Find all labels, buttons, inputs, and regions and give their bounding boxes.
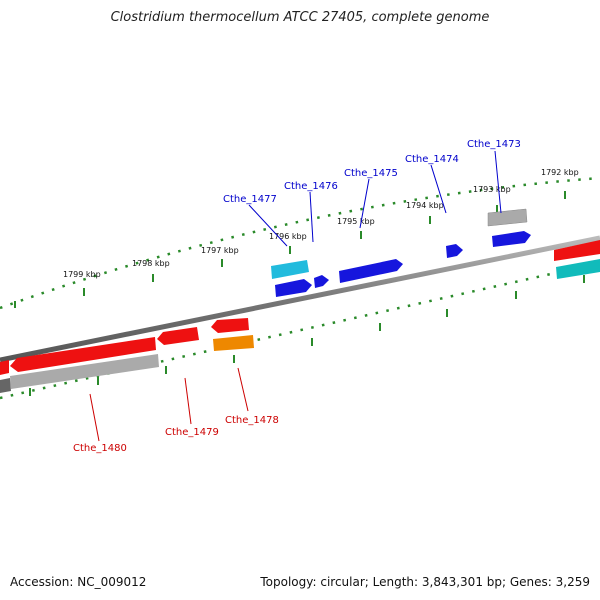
tick-label: 1795 kbp [337,217,375,226]
gene-arrow-gray[interactable] [487,208,528,227]
tick-label: 1796 kbp [269,232,307,241]
outer-ruler-track [0,176,600,310]
gene-label-bottom[interactable]: Cthe_1480 [73,443,127,454]
gene-label-top[interactable]: Cthe_1475 [344,168,398,179]
gene-arrow-orange[interactable] [213,335,254,351]
tick-label: 1798 kbp [132,259,170,268]
leader-lines-top [248,150,502,247]
gene-label-top[interactable]: Cthe_1474 [405,154,459,165]
outer-major-ticks [14,191,566,308]
tick-label: 1794 kbp [406,201,444,210]
gene-label-top[interactable]: Cthe_1476 [284,181,338,192]
inner-ruler-track [0,261,600,400]
gene-label-bottom[interactable]: Cthe_1479 [165,427,219,438]
gene-arrow-cyan[interactable] [271,260,309,279]
gene-labels-bottom: Cthe_1478 Cthe_1479 Cthe_1480 [73,415,279,454]
gene-arrow-darkgray-left[interactable] [0,378,11,393]
gene-arrow-cthe-1480[interactable] [10,337,156,372]
genome-summary-text: Topology: circular; Length: 3,843,301 bp… [260,575,590,589]
tick-label: 1797 kbp [201,246,239,255]
gene-labels-top: Cthe_1473 Cthe_1474 Cthe_1475 Cthe_1476 … [223,139,521,205]
tick-label: 1799 kbp [63,270,101,279]
inner-major-ticks [29,275,585,396]
tick-label: 1793 kbp [473,185,511,194]
gene-arrow-cthe-1475[interactable] [339,259,403,283]
top-features [271,208,600,297]
gene-arrow-red-left-edge[interactable] [0,360,9,375]
gene-arrow-teal-right[interactable] [556,259,600,279]
tick-label: 1792 kbp [541,168,579,177]
gene-arrow-cthe-1477[interactable] [275,279,312,297]
tick-labels: 1792 kbp 1793 kbp 1794 kbp 1795 kbp 1796… [63,168,579,279]
accession-text: Accession: NC_009012 [10,575,147,589]
gene-arrow-red-right[interactable] [554,240,600,261]
genome-backbone [0,235,600,363]
bottom-features [0,318,254,393]
gene-arrow-cthe-1478[interactable] [211,318,249,333]
gene-arrow-cthe-1474[interactable] [446,244,463,258]
gene-label-top[interactable]: Cthe_1473 [467,139,521,150]
map-title: Clostridium thermocellum ATCC 27405, com… [110,10,490,25]
leader-lines-bottom [89,367,249,442]
gene-label-bottom[interactable]: Cthe_1478 [225,415,279,426]
gene-arrow-cthe-1476[interactable] [314,275,329,288]
gene-arrow-cthe-1479[interactable] [157,327,199,345]
gene-label-top[interactable]: Cthe_1477 [223,194,277,205]
gene-arrow-cthe-1473[interactable] [492,231,531,247]
gene-arrow-gray-long[interactable] [10,354,159,389]
